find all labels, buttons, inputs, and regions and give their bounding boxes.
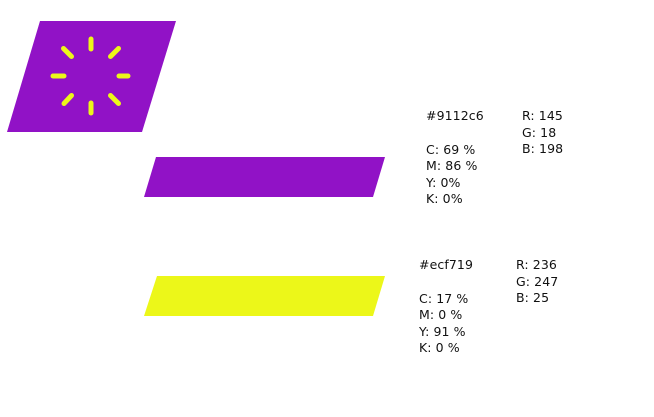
purple-yellow-value: Y: 0% bbox=[426, 174, 461, 190]
yellow-rgb-values: R: 236 G: 247 B: 25 bbox=[516, 257, 558, 307]
loading-spinner-icon bbox=[50, 36, 131, 116]
purple-hex-value: #9112c6 bbox=[426, 108, 484, 123]
yellow-swatch-shape bbox=[144, 276, 385, 316]
spinner-spoke-top-left bbox=[61, 46, 74, 59]
yellow-green-value: G: 247 bbox=[516, 273, 559, 289]
purple-red-value: R: 145 bbox=[522, 108, 563, 123]
spinner-spoke-bottom-left bbox=[61, 93, 74, 106]
yellow-color-specs: #ecf719 C: 17 % M: 0 % Y: 91 % K: 0 % R:… bbox=[419, 257, 558, 357]
purple-color-specs: #9112c6 C: 69 % M: 86 % Y: 0% K: 0% R: 1… bbox=[426, 108, 563, 208]
purple-rgb-values: R: 145 G: 18 B: 198 bbox=[522, 108, 563, 158]
purple-magenta-value: M: 86 % bbox=[426, 158, 478, 173]
yellow-yellow-value: Y: 91 % bbox=[419, 323, 466, 339]
spinner-spoke-bottom-right bbox=[108, 93, 121, 106]
yellow-magenta-value: M: 0 % bbox=[419, 307, 463, 322]
spinner-spoke-top-right bbox=[108, 46, 121, 59]
purple-green-value: G: 18 bbox=[522, 124, 557, 140]
purple-blue-value: B: 198 bbox=[522, 141, 564, 156]
yellow-red-value: R: 236 bbox=[516, 257, 557, 272]
purple-swatch-shape bbox=[144, 157, 385, 197]
yellow-blue-value: B: 25 bbox=[516, 290, 550, 305]
yellow-cyan-value: C: 17 % bbox=[419, 290, 469, 306]
yellow-key-value: K: 0 % bbox=[419, 340, 460, 355]
yellow-hex-value: #ecf719 bbox=[419, 257, 473, 272]
logo-parallelogram bbox=[7, 21, 176, 132]
purple-key-value: K: 0% bbox=[426, 191, 463, 206]
purple-cyan-value: C: 69 % bbox=[426, 141, 476, 157]
